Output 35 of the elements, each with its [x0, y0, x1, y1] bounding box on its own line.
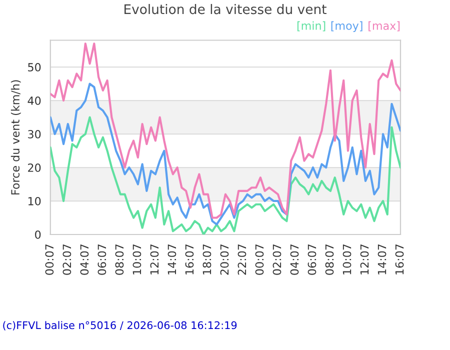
- x-tick-label: 18:07: [202, 244, 212, 274]
- x-tick-label: 04:07: [80, 244, 89, 275]
- chart-title: Evolution de la vitesse du vent: [124, 4, 326, 14]
- x-tick-label: 04:07: [290, 244, 299, 275]
- line-series: [50, 82, 400, 226]
- x-tick-label: 06:07: [308, 244, 316, 275]
- y-axis-title: Force du vent (km/h): [10, 80, 21, 194]
- x-tick-label: 08:07: [325, 244, 334, 275]
- line-series: [50, 42, 400, 219]
- y-tick-label: 0: [35, 230, 41, 239]
- x-tick-label: 22:07: [238, 244, 246, 275]
- x-tick-label: 00:07: [45, 244, 54, 275]
- x-tick-label: 10:07: [132, 244, 142, 274]
- y-tick-label: 30: [28, 130, 41, 138]
- x-tick-label: 02:07: [272, 244, 282, 275]
- x-tick-label: 00:07: [255, 244, 264, 275]
- text: (c)FFVL balise n°5016 / 2026-06-08 16:12:19: [3, 321, 237, 330]
- x-tick-label: 12:07: [360, 244, 369, 274]
- x-tick-label: 10:07: [342, 244, 352, 274]
- x-tick-label: 14:07: [378, 244, 386, 274]
- y-tick-label: 10: [28, 196, 41, 206]
- text: [moy]: [331, 21, 362, 32]
- text: [max]: [368, 21, 400, 32]
- x-tick-label: 08:07: [115, 244, 124, 275]
- x-tick-label: 06:07: [98, 244, 106, 275]
- x-tick-label: 20:07: [220, 244, 229, 275]
- x-tick-label: 02:07: [62, 244, 72, 275]
- text: [min]: [297, 21, 326, 32]
- x-tick-label: 16:07: [395, 244, 404, 274]
- y-tick-label: 20: [28, 163, 41, 172]
- x-tick-label: 16:07: [185, 244, 194, 274]
- y-tick-label: 40: [28, 96, 41, 105]
- x-tick-label: 14:07: [168, 244, 176, 274]
- x-tick-label: 12:07: [150, 244, 159, 274]
- y-tick-label: 50: [28, 63, 41, 72]
